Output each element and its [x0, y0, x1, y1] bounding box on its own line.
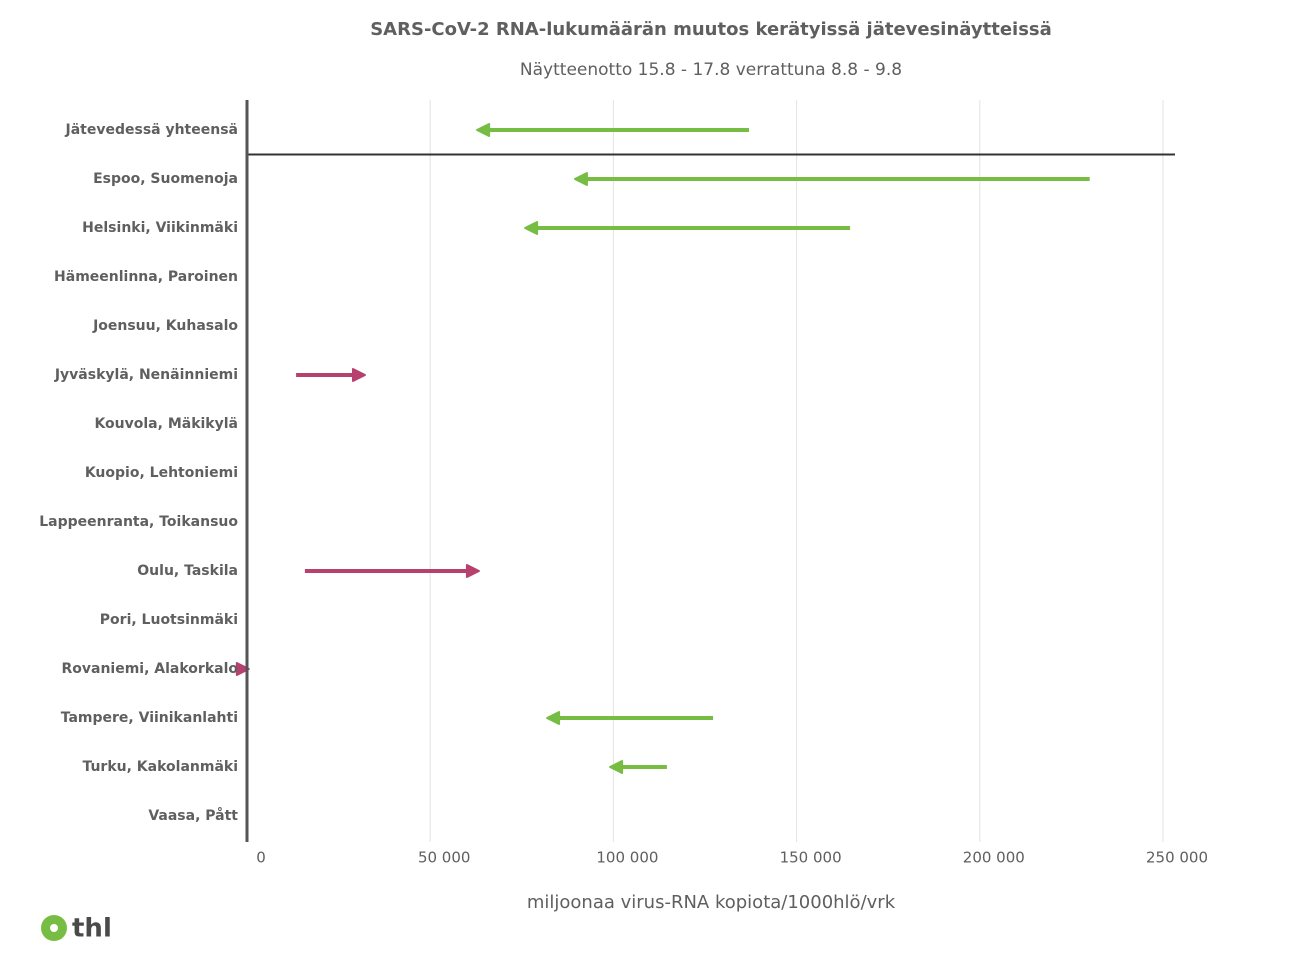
x-tick-label: 0	[256, 849, 266, 867]
arrow-head	[465, 564, 480, 578]
x-axis-label: miljoonaa virus-RNA kopiota/1000hlö/vrk	[527, 892, 896, 913]
arrow	[476, 123, 749, 137]
grid	[429, 100, 1164, 842]
y-tick-label: Kouvola, Mäkikylä	[94, 416, 238, 432]
y-tick-label: Joensuu, Kuhasalo	[92, 318, 238, 334]
marks	[235, 123, 1090, 774]
arrow-head	[476, 123, 491, 137]
arrow	[573, 172, 1090, 186]
y-tick-label: Pori, Luotsinmäki	[100, 612, 238, 628]
y-tick-label: Turku, Kakolanmäki	[82, 759, 238, 775]
y-tick-label: Espoo, Suomenoja	[93, 171, 238, 187]
arrow-head	[235, 662, 250, 676]
arrow-head	[546, 711, 561, 725]
y-tick-label: Vaasa, Pått	[148, 807, 238, 824]
y-tick-label: Jätevedessä yhteensä	[65, 122, 239, 138]
y-tick-label: Jyväskylä, Nenäinniemi	[54, 367, 238, 383]
x-tick-label: 50 000	[418, 849, 471, 867]
y-tick-label: Helsinki, Viikinmäki	[82, 220, 238, 236]
logo-text: thl	[72, 914, 112, 944]
chart-subtitle: Näytteenotto 15.8 - 17.8 verrattuna 8.8 …	[520, 60, 902, 80]
arrow-head	[351, 368, 366, 382]
arrow	[304, 564, 480, 578]
x-tick-label: 100 000	[596, 849, 658, 867]
x-tick-label: 250 000	[1146, 849, 1208, 867]
chart-title: SARS-CoV-2 RNA-lukumäärän muutos kerätyi…	[370, 19, 1052, 40]
y-tick-label: Tampere, Viinikanlahti	[61, 710, 238, 726]
x-tick-label: 150 000	[780, 849, 842, 867]
y-tick-label: Rovaniemi, Alakorkalo	[61, 661, 238, 677]
arrow	[524, 221, 851, 235]
y-tick-label: Lappeenranta, Toikansuo	[39, 514, 238, 530]
arrow-head	[524, 221, 539, 235]
y-tick-label: Kuopio, Lehtoniemi	[85, 465, 238, 481]
x-tick-label: 200 000	[963, 849, 1025, 867]
arrow	[546, 711, 714, 725]
logo-icon-center	[50, 924, 58, 932]
arrow	[296, 368, 366, 382]
logo: thl	[41, 914, 112, 944]
arrow-head	[573, 172, 588, 186]
y-tick-label: Hämeenlinna, Paroinen	[54, 269, 238, 285]
arrow-head	[609, 760, 624, 774]
arrow	[609, 760, 667, 774]
y-tick-label: Oulu, Taskila	[137, 563, 238, 579]
